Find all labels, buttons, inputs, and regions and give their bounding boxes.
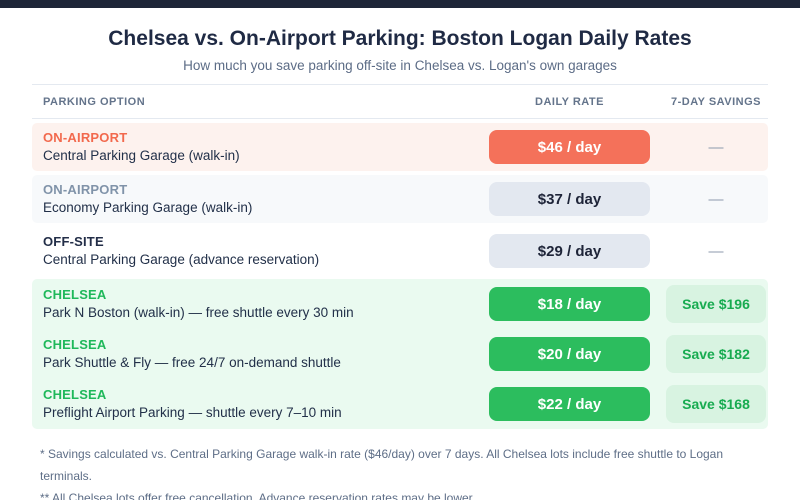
header-7day-savings: 7-DAY SAVINGS	[670, 95, 762, 108]
daily-rate-pill: $18 / day	[489, 287, 650, 321]
category-label: ON-AIRPORT	[43, 182, 128, 197]
table-row-offsite-central: OFF-SITE Central Parking Garage (advance…	[32, 227, 768, 275]
page-subtitle: How much you save parking off-site in Ch…	[183, 58, 617, 73]
savings-badge: Save $168	[666, 385, 766, 423]
footnote-savings-basis: * Savings calculated vs. Central Parking…	[40, 447, 724, 483]
option-cell: CHELSEA Preflight Airport Parking — shut…	[32, 387, 489, 421]
option-cell: OFF-SITE Central Parking Garage (advance…	[32, 234, 489, 268]
table-row-chelsea-parkshuttlefly: CHELSEA Park Shuttle & Fly — free 24/7 o…	[32, 329, 768, 379]
option-description: Economy Parking Garage (walk-in)	[43, 200, 253, 215]
daily-rate-pill: $37 / day	[489, 182, 650, 216]
page-title: Chelsea vs. On-Airport Parking: Boston L…	[108, 27, 692, 50]
table-header-row: PARKING OPTION DAILY RATE 7-DAY SAVINGS	[32, 85, 768, 119]
no-savings-dash: —	[708, 138, 724, 156]
daily-rate-pill: $46 / day	[489, 130, 650, 164]
daily-rate-pill: $29 / day	[489, 234, 650, 268]
savings-badge: Save $182	[666, 335, 766, 373]
option-cell: ON-AIRPORT Economy Parking Garage (walk-…	[32, 182, 489, 216]
no-savings-dash: —	[708, 242, 724, 260]
category-label: CHELSEA	[43, 287, 107, 302]
comparison-table: PARKING OPTION DAILY RATE 7-DAY SAVINGS …	[32, 84, 768, 500]
option-description: Preflight Airport Parking — shuttle ever…	[43, 405, 342, 420]
category-label: CHELSEA	[43, 387, 107, 402]
option-cell: CHELSEA Park Shuttle & Fly — free 24/7 o…	[32, 337, 489, 371]
category-label: CHELSEA	[43, 337, 107, 352]
category-label: OFF-SITE	[43, 234, 104, 249]
no-savings-dash: —	[708, 190, 724, 208]
table-row-chelsea-parknboston: CHELSEA Park N Boston (walk-in) — free s…	[32, 279, 768, 329]
header-divider	[32, 84, 768, 85]
chelsea-rows-group: CHELSEA Park N Boston (walk-in) — free s…	[32, 279, 768, 429]
header-daily-rate: DAILY RATE	[535, 95, 604, 108]
option-cell: CHELSEA Park N Boston (walk-in) — free s…	[32, 287, 489, 321]
daily-rate-pill: $22 / day	[489, 387, 650, 421]
option-description: Central Parking Garage (walk-in)	[43, 148, 240, 163]
footnotes: * Savings calculated vs. Central Parking…	[32, 443, 768, 500]
table-row-chelsea-preflight: CHELSEA Preflight Airport Parking — shut…	[32, 379, 768, 429]
top-accent-bar	[0, 0, 800, 8]
option-cell: ON-AIRPORT Central Parking Garage (walk-…	[32, 130, 489, 164]
category-label: ON-AIRPORT	[43, 130, 128, 145]
table-row-onairport-central: ON-AIRPORT Central Parking Garage (walk-…	[32, 123, 768, 171]
option-description: Park N Boston (walk-in) — free shuttle e…	[43, 305, 354, 320]
savings-badge: Save $196	[666, 285, 766, 323]
option-description: Central Parking Garage (advance reservat…	[43, 252, 320, 267]
option-description: Park Shuttle & Fly — free 24/7 on-demand…	[43, 355, 341, 370]
table-row-onairport-economy: ON-AIRPORT Economy Parking Garage (walk-…	[32, 175, 768, 223]
daily-rate-pill: $20 / day	[489, 337, 650, 371]
footnote-cancellation: ** All Chelsea lots offer free cancellat…	[40, 491, 476, 500]
header-parking-option: PARKING OPTION	[43, 95, 146, 108]
